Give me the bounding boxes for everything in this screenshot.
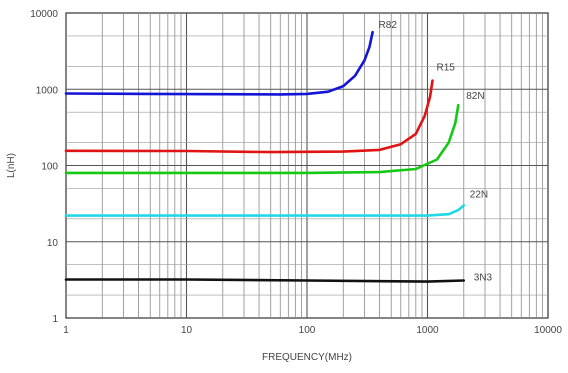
x-tick-label: 10000 (534, 325, 562, 336)
series-label-3n3: 3N3 (474, 273, 493, 284)
series-line-r15 (64, 79, 434, 154)
grid-lines (65, 12, 549, 319)
series-line-r82 (64, 30, 374, 96)
y-tick-label: 1000 (36, 85, 59, 96)
series-lines: R82 R15 82N 22N 3N3 (64, 20, 493, 284)
x-axis-title: FREQUENCY(MHz) (262, 352, 352, 363)
y-tick-label: 1 (52, 314, 58, 325)
series-line-3n3 (64, 278, 466, 283)
x-tick-label: 1000 (416, 325, 439, 336)
tick-labels: 1 10 100 1000 10000 1 10 100 1000 10000 (30, 9, 562, 336)
x-tick-label: 10 (181, 325, 193, 336)
series-line-82n (64, 103, 460, 175)
x-tick-label: 1 (63, 325, 69, 336)
x-tick-label: 100 (299, 325, 316, 336)
series-label-22n: 22N (470, 189, 488, 200)
y-tick-label: 10000 (30, 9, 58, 20)
series-label-r15: R15 (436, 63, 455, 74)
y-axis-title: L(nH) (6, 153, 17, 178)
series-label-r82: R82 (379, 20, 398, 31)
y-tick-label: 100 (41, 162, 58, 173)
series-label-82n: 82N (466, 91, 484, 102)
series-line-22n (64, 204, 466, 217)
y-tick-label: 10 (47, 238, 59, 249)
